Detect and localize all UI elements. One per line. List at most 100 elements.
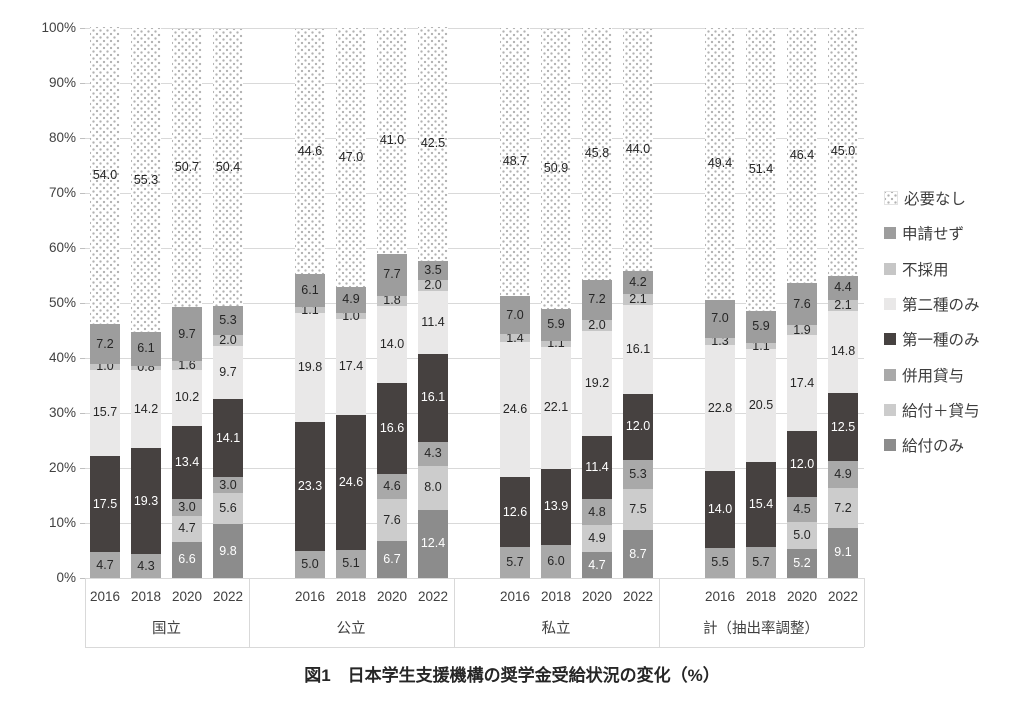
bar-segment-label: 16.6 xyxy=(379,420,405,435)
bar-segment: 14.1 xyxy=(213,399,243,477)
bar-segment-label: 15.7 xyxy=(92,405,118,420)
bar-segment-label: 5.0 xyxy=(301,556,319,571)
bar-segment-label: 6.7 xyxy=(383,552,401,567)
bar-segment-label: 12.0 xyxy=(625,419,651,434)
bar-segment-label: 50.7 xyxy=(174,160,200,175)
legend-item: 申請せず xyxy=(884,221,964,245)
bar-segment-label: 14.1 xyxy=(215,430,241,445)
bar-segment-label: 51.4 xyxy=(748,161,774,176)
bar-segment-label: 24.6 xyxy=(338,474,364,489)
bar-segment: 12.0 xyxy=(787,431,817,498)
bar-segment: 16.1 xyxy=(418,353,448,443)
bar-segment: 4.3 xyxy=(418,442,448,466)
bar-segment-label: 3.0 xyxy=(219,477,237,492)
bar-segment: 1.6 xyxy=(172,357,202,372)
group-label: 私立 xyxy=(541,621,571,637)
bar-segment-label: 54.0 xyxy=(92,168,118,183)
chart-caption: 図1 日本学生支援機構の奨学金受給状況の変化（%） xyxy=(304,666,720,685)
bar-segment: 6.1 xyxy=(295,273,325,308)
y-axis-label: 70% xyxy=(48,185,76,200)
legend-label: 給付のみ xyxy=(902,438,965,456)
bar-segment: 17.5 xyxy=(90,455,120,553)
bar-segment-label: 17.4 xyxy=(338,359,364,374)
bar-segment-label: 13.4 xyxy=(174,455,200,470)
bar-segment-label: 4.8 xyxy=(588,504,606,519)
bar-segment: 45.8 xyxy=(582,28,612,280)
bar-segment: 1.1 xyxy=(295,303,325,316)
gridline xyxy=(84,247,864,249)
bar-segment-label: 7.7 xyxy=(383,267,401,282)
bar-segment-label: 5.0 xyxy=(793,528,811,543)
bar-segment: 19.2 xyxy=(582,330,612,437)
bar-segment: 47.0 xyxy=(336,28,366,287)
bar-segment: 5.6 xyxy=(213,493,243,525)
bar-segment-label: 9.7 xyxy=(178,326,196,341)
legend-swatch-dots xyxy=(884,191,898,205)
bar-segment: 5.3 xyxy=(213,305,243,335)
bar-segment-label: 22.1 xyxy=(543,400,569,415)
bar-segment-label: 5.3 xyxy=(219,312,237,327)
bar-segment-label: 2.0 xyxy=(219,332,237,347)
bar-segment-label: 13.9 xyxy=(543,499,569,514)
y-axis-tick xyxy=(79,467,85,469)
year-label: 2016 xyxy=(89,589,121,604)
bar-segment: 54.0 xyxy=(90,27,120,325)
bar-segment-label: 1.8 xyxy=(383,293,401,308)
bar-segment-label: 19.3 xyxy=(133,493,159,508)
bar-segment: 7.5 xyxy=(623,488,653,531)
bar-segment: 7.0 xyxy=(705,299,735,339)
bar-2016: 4.7 17.5 15.7 1.0 7.2 54.0 xyxy=(90,27,120,578)
bar-segment: 2.1 xyxy=(623,291,653,306)
bar-segment: 22.1 xyxy=(541,347,571,469)
bar-segment: 45.0 xyxy=(828,28,858,276)
legend-swatch-solid xyxy=(884,439,896,452)
bar-segment: 2.0 xyxy=(213,332,243,347)
bar-segment-label: 4.3 xyxy=(137,558,155,573)
bar-segment-label: 14.2 xyxy=(133,401,159,416)
bar-segment: 5.9 xyxy=(746,310,776,344)
y-axis-tick xyxy=(79,192,85,194)
bar-segment: 7.6 xyxy=(377,499,407,542)
bar-segment: 4.8 xyxy=(582,498,612,526)
bar-segment: 44.6 xyxy=(295,28,325,274)
bar-segment-label: 6.1 xyxy=(301,283,319,298)
bar-segment: 1.1 xyxy=(541,337,571,350)
group-separator xyxy=(248,578,250,647)
bar-segment-label: 9.8 xyxy=(219,543,237,558)
bar-segment: 6.7 xyxy=(377,541,407,578)
bar-segment: 41.0 xyxy=(377,28,407,254)
year-label: 2020 xyxy=(376,589,408,604)
bar-segment-label: 10.2 xyxy=(174,390,200,405)
legend-swatch-solid xyxy=(884,368,896,381)
y-axis-label: 30% xyxy=(48,405,76,420)
bar-segment-label: 41.0 xyxy=(379,133,405,148)
bar-segment-label: 1.6 xyxy=(178,357,196,372)
bar-segment: 4.3 xyxy=(131,554,161,578)
bar-segment: 19.3 xyxy=(131,448,161,555)
bar-segment: 7.2 xyxy=(90,324,120,365)
bar-segment: 55.3 xyxy=(131,28,161,333)
y-axis-tick xyxy=(79,357,85,359)
y-axis-tick xyxy=(79,82,85,84)
bar-segment-label: 4.7 xyxy=(588,557,606,572)
bar-segment: 4.9 xyxy=(828,461,858,489)
bar-2018: 5.7 15.4 20.5 1.1 5.9 51.4 xyxy=(746,28,776,578)
year-label: 2018 xyxy=(745,589,777,604)
bar-segment: 5.2 xyxy=(787,549,817,578)
bar-segment: 3.0 xyxy=(213,476,243,494)
y-axis-tick xyxy=(79,302,85,304)
bar-segment-label: 48.7 xyxy=(502,154,528,169)
y-axis-label: 10% xyxy=(48,515,76,530)
legend-label: 申請せず xyxy=(902,226,965,244)
legend-item: 第二種のみ xyxy=(884,292,980,316)
year-label: 2020 xyxy=(171,589,203,604)
bar-segment-label: 55.3 xyxy=(133,172,159,187)
bar-segment: 5.9 xyxy=(541,308,571,341)
bar-segment-label: 50.9 xyxy=(543,161,569,176)
bar-segment-label: 4.7 xyxy=(178,521,196,536)
bar-segment: 2.1 xyxy=(828,298,858,311)
gridline xyxy=(84,467,864,469)
bar-segment: 50.4 xyxy=(213,28,243,306)
bar-2018: 4.3 19.3 14.2 0.8 6.1 55.3 xyxy=(131,28,161,578)
bar-segment-label: 2.1 xyxy=(629,291,647,306)
